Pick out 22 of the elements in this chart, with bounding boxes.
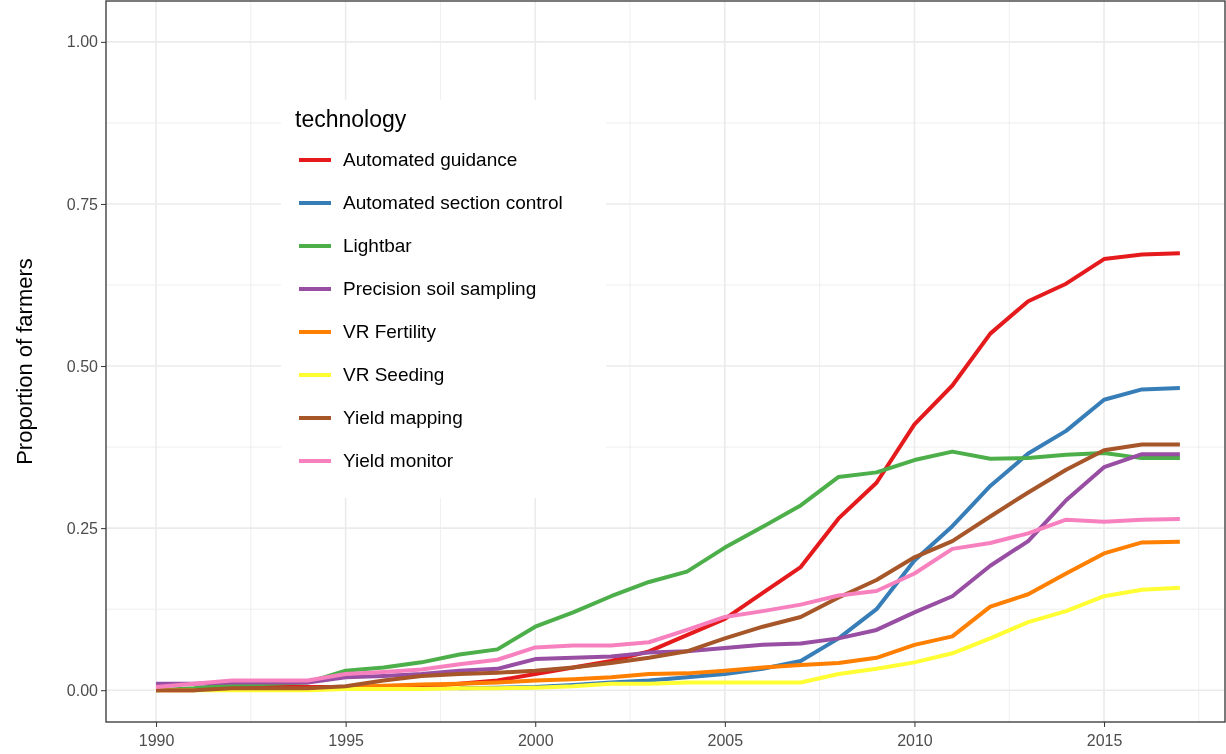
y-tick-label: 1.00: [66, 33, 99, 51]
x-tick-label: 1990: [138, 732, 175, 749]
y-tick-label: 0.25: [66, 519, 99, 537]
y-tick-label: 0.75: [66, 195, 99, 213]
y-tick-label: 0.50: [66, 357, 99, 375]
y-axis-title: Proportion of farmers: [12, 258, 37, 465]
legend-label: Lightbar: [343, 235, 413, 256]
x-tick-label: 2010: [897, 732, 933, 749]
x-tick-label: 2015: [1086, 732, 1123, 749]
legend-label: VR Seeding: [343, 364, 445, 385]
legend-title: technology: [295, 106, 407, 132]
x-tick-label: 1995: [328, 732, 365, 749]
x-tick-label: 2005: [707, 732, 744, 749]
legend-label: Automated section control: [343, 192, 563, 213]
legend-label: Automated guidance: [343, 149, 518, 170]
legend-label: Yield mapping: [343, 407, 463, 428]
line-series: [154, 517, 1182, 689]
legend-label: Yield monitor: [343, 450, 454, 471]
x-tick-label: 2000: [517, 732, 554, 749]
legend-label: VR Fertility: [343, 321, 437, 342]
legend-label: Precision soil sampling: [343, 278, 537, 299]
y-tick-label: 0.00: [66, 681, 99, 699]
